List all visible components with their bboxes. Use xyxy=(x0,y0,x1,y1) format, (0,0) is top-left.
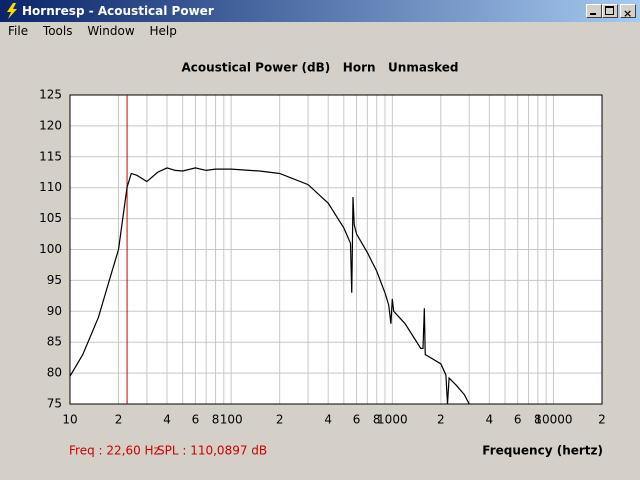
x-tick-label: 8 xyxy=(212,413,220,427)
y-tick-label: 120 xyxy=(39,118,62,132)
y-tick-label: 80 xyxy=(47,366,62,380)
y-tick-label: 125 xyxy=(39,88,62,102)
title-bar: Hornresp - Acoustical Power × xyxy=(0,0,640,22)
y-tick-label: 90 xyxy=(47,304,62,318)
chart-title: Acoustical Power (dB) Horn Unmasked xyxy=(182,61,459,75)
x-tick-label: 2 xyxy=(276,413,284,427)
status-spl: SPL : 110,0897 dB xyxy=(157,444,267,458)
x-tick-label: 6 xyxy=(514,413,522,427)
app-icon xyxy=(7,3,17,19)
menu-item[interactable]: Window xyxy=(87,24,135,38)
y-tick-label: 75 xyxy=(47,397,62,411)
x-tick-label: 1000 xyxy=(377,413,408,427)
x-tick-label: 10 xyxy=(62,413,77,427)
x-tick-label: 2 xyxy=(598,413,606,427)
close-button[interactable]: × xyxy=(620,4,636,20)
x-axis-label: Frequency (hertz) xyxy=(482,444,603,458)
menu-item[interactable]: File xyxy=(8,24,29,38)
x-tick-label: 4 xyxy=(324,413,332,427)
x-tick-label: 6 xyxy=(192,413,200,427)
y-tick-label: 110 xyxy=(39,180,62,194)
x-tick-label: 8 xyxy=(373,413,381,427)
window-title: Hornresp - Acoustical Power xyxy=(22,4,214,18)
y-tick-label: 105 xyxy=(39,211,62,225)
x-tick-label: 2 xyxy=(437,413,445,427)
x-tick-label: 6 xyxy=(353,413,361,427)
minimize-button[interactable] xyxy=(586,4,602,18)
response-curve xyxy=(70,167,470,404)
y-tick-label: 85 xyxy=(47,335,62,349)
x-tick-label: 4 xyxy=(163,413,171,427)
maximize-button[interactable] xyxy=(602,4,618,18)
x-tick-label: 4 xyxy=(486,413,494,427)
y-tick-label: 115 xyxy=(39,149,62,163)
menu-item[interactable]: Tools xyxy=(42,24,73,38)
x-tick-label: 10000 xyxy=(534,413,572,427)
menu-bar: File Tools Window Help xyxy=(0,22,180,40)
y-tick-label: 100 xyxy=(39,242,62,256)
x-tick-label: 100 xyxy=(220,413,243,427)
x-tick-label: 2 xyxy=(115,413,123,427)
status-freq: Freq : 22,60 Hz xyxy=(69,444,160,458)
x-tick-label: 8 xyxy=(534,413,542,427)
y-tick-label: 95 xyxy=(47,273,62,287)
plot-frame xyxy=(69,94,603,405)
menu-item[interactable]: Help xyxy=(149,24,177,38)
chart: Acoustical Power (dB) Horn Unmasked Freq… xyxy=(39,61,606,458)
